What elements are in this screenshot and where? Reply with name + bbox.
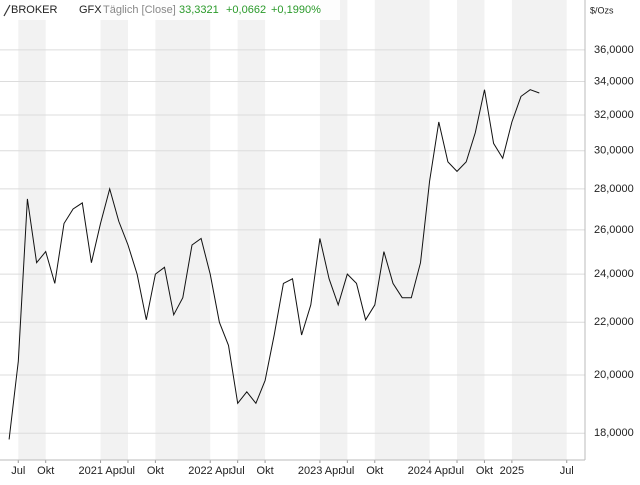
y-tick-label: 32,0000 [594,109,634,121]
x-tick-label: 2024 Apr [408,465,452,477]
y-tick-label: 34,0000 [594,75,634,87]
y-tick-label: 26,0000 [594,224,634,236]
header-background [0,0,340,20]
y-tick-label: 30,0000 [594,145,634,157]
x-tick-label: Okt [37,465,54,477]
y-tick-label: 24,0000 [594,268,634,280]
x-tick-label: Jul [560,465,574,477]
x-tick-label: 2021 Apr [79,465,123,477]
price-line [8,89,540,440]
x-tick-label: Okt [366,465,383,477]
x-tick-label: 2022 Apr [188,465,232,477]
y-tick-label: 22,0000 [594,316,634,328]
y-tick-label: 28,0000 [594,183,634,195]
mode: Täglich [Close] [103,4,176,16]
x-tick-label: Jul [11,465,25,477]
marks [8,89,540,440]
change-pct: +0,1990% [271,4,321,16]
last-price: 33,3321 [179,4,219,16]
x-tick-label: 2025 [500,465,524,477]
x-tick-label: Okt [257,465,274,477]
y-tick-label: 36,0000 [594,44,634,56]
brand: BROKER [11,4,58,16]
symbol: GFX [79,4,102,16]
unit: $/Ozs [590,5,614,15]
logo [3,4,11,17]
x-tick-label: Jul [121,465,135,477]
x-tick-label: Jul [450,465,464,477]
x-tick-label: Okt [147,465,164,477]
y-tick-label: 18,0000 [594,427,634,439]
x-tick-label: Okt [476,465,493,477]
change: +0,0662 [226,4,266,16]
y-tick-label: 20,0000 [594,369,634,381]
grid [0,49,585,463]
x-tick-label: 2023 Apr [298,465,342,477]
x-tick-label: Jul [340,465,354,477]
x-tick-label: Jul [231,465,245,477]
